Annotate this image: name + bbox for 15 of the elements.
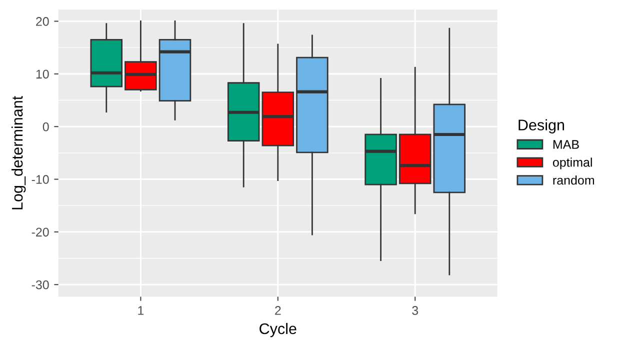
legend-label: optimal — [552, 158, 592, 170]
y-tick-label: -10 — [32, 175, 49, 184]
legend-label: MAB — [553, 140, 579, 149]
x-tick-label: 2 — [275, 306, 281, 315]
x-tick-label: 1 — [138, 306, 144, 315]
y-tick-label: -20 — [32, 228, 49, 237]
x-axis-title: Cycle — [260, 322, 296, 338]
y-tick-label: 20 — [36, 17, 49, 26]
y-tick-label: 0 — [42, 122, 49, 132]
legend-title: Design — [518, 119, 564, 134]
y-tick-label: -30 — [32, 280, 49, 290]
y-axis-title: Log_determinant — [11, 96, 26, 210]
x-tick-label: 3 — [412, 306, 418, 315]
legend-label: random — [553, 176, 594, 185]
y-tick-label: 10 — [36, 70, 49, 79]
